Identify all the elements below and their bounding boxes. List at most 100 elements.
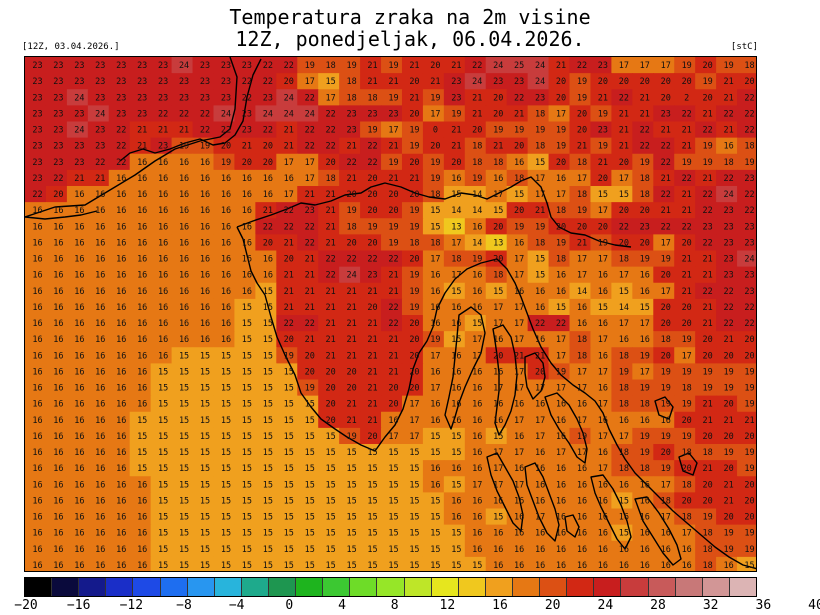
temperature-cell bbox=[192, 73, 215, 90]
temperature-cell bbox=[45, 186, 68, 203]
temperature-value-label: 16 bbox=[200, 287, 210, 297]
temperature-value-label: 18 bbox=[703, 448, 713, 458]
temperature-value-label: 22 bbox=[367, 142, 377, 152]
temperature-value-label: 18 bbox=[640, 464, 650, 474]
temperature-cell bbox=[318, 492, 340, 510]
temperature-cell bbox=[255, 234, 277, 252]
temperature-value-label: 16 bbox=[556, 432, 566, 442]
temperature-value-label: 15 bbox=[619, 529, 629, 539]
temperature-cell bbox=[360, 153, 382, 171]
temperature-value-label: 18 bbox=[619, 351, 629, 361]
temperature-value-label: 15 bbox=[326, 545, 336, 555]
temperature-cell bbox=[45, 363, 68, 381]
temperature-cell bbox=[25, 492, 47, 510]
temperature-cell bbox=[171, 347, 194, 364]
temperature-value-label: 16 bbox=[32, 367, 42, 377]
temperature-value-label: 15 bbox=[388, 561, 398, 571]
temperature-cell bbox=[213, 315, 236, 332]
temperature-value-label: 24 bbox=[305, 109, 315, 119]
temperature-value-label: 21 bbox=[514, 351, 524, 361]
temperature-value-label: 20 bbox=[221, 142, 231, 152]
temperature-value-label: 15 bbox=[284, 513, 294, 523]
temperature-cell bbox=[213, 234, 236, 252]
temperature-cell bbox=[129, 121, 152, 139]
temperature-cell bbox=[45, 460, 68, 477]
temperature-value-label: 22 bbox=[744, 126, 754, 136]
temperature-value-label: 20 bbox=[703, 480, 713, 490]
temperature-cell bbox=[443, 379, 466, 397]
temperature-value-label: 24 bbox=[744, 255, 754, 265]
temperature-value-label: 21 bbox=[723, 480, 733, 490]
temperature-cell bbox=[674, 331, 696, 348]
temperature-value-label: 15 bbox=[221, 448, 231, 458]
temperature-value-label: 19 bbox=[703, 384, 713, 394]
temperature-cell bbox=[108, 331, 131, 348]
temperature-cell bbox=[401, 331, 424, 348]
temperature-cell bbox=[716, 121, 738, 139]
temperature-value-label: 16 bbox=[472, 384, 482, 394]
temperature-cell bbox=[25, 73, 47, 90]
temperature-value-label: 16 bbox=[556, 271, 566, 281]
temperature-value-label: 16 bbox=[661, 561, 671, 571]
temperature-value-label: 17 bbox=[493, 448, 503, 458]
temperature-value-label: 16 bbox=[242, 255, 252, 265]
temperature-cell bbox=[360, 476, 382, 493]
temperature-value-label: 22 bbox=[326, 109, 336, 119]
temperature-value-label: 17 bbox=[577, 384, 587, 394]
temperature-cell bbox=[25, 315, 47, 332]
temperature-value-label: 19 bbox=[619, 367, 629, 377]
temperature-value-label: 15 bbox=[263, 416, 273, 426]
color-scale-tick-label: −20 bbox=[14, 598, 38, 613]
temperature-cell bbox=[192, 395, 215, 413]
temperature-cell bbox=[422, 298, 445, 316]
temperature-value-label: 22 bbox=[367, 255, 377, 265]
temperature-value-label: 23 bbox=[179, 93, 189, 103]
temperature-value-label: 23 bbox=[744, 287, 754, 297]
temperature-value-label: 23 bbox=[263, 93, 273, 103]
temperature-cell bbox=[381, 105, 403, 123]
temperature-cell bbox=[464, 57, 487, 74]
temperature-value-label: 17 bbox=[284, 158, 294, 168]
temperature-cell bbox=[527, 137, 550, 155]
temperature-cell bbox=[653, 234, 675, 252]
temperature-cell bbox=[108, 121, 131, 139]
temperature-cell bbox=[485, 444, 508, 461]
temperature-value-label: 16 bbox=[535, 480, 545, 490]
temperature-cell bbox=[506, 137, 529, 155]
temperature-cell bbox=[737, 186, 756, 203]
temperature-cell bbox=[108, 57, 131, 74]
temperature-value-label: 17 bbox=[305, 77, 315, 87]
temperature-cell bbox=[45, 476, 68, 493]
temperature-cell bbox=[674, 218, 696, 235]
temperature-value-label: 15 bbox=[326, 448, 336, 458]
temperature-value-label: 19 bbox=[577, 93, 587, 103]
temperature-cell bbox=[632, 427, 654, 445]
temperature-cell bbox=[632, 202, 654, 219]
temperature-value-label: 16 bbox=[74, 351, 84, 361]
temperature-cell bbox=[422, 427, 445, 445]
temperature-cell bbox=[464, 460, 487, 477]
temperature-value-label: 16 bbox=[619, 416, 629, 426]
temperature-cell bbox=[422, 524, 445, 542]
temperature-cell bbox=[45, 347, 68, 364]
temperature-cell bbox=[108, 105, 131, 123]
temperature-cell bbox=[381, 379, 403, 397]
temperature-cell bbox=[255, 57, 277, 74]
temperature-value-label: 17 bbox=[598, 367, 608, 377]
temperature-value-label: 21 bbox=[263, 206, 273, 216]
temperature-value-label: 15 bbox=[598, 190, 608, 200]
temperature-value-label: 21 bbox=[744, 416, 754, 426]
temperature-cell bbox=[674, 202, 696, 219]
temperature-value-label: 16 bbox=[95, 384, 105, 394]
temperature-value-label: 16 bbox=[451, 400, 461, 410]
temperature-value-label: 19 bbox=[723, 529, 733, 539]
temperature-cell bbox=[716, 137, 738, 155]
temperature-cell bbox=[401, 202, 424, 219]
color-scale-segment bbox=[241, 578, 269, 596]
temperature-cell bbox=[297, 282, 319, 300]
temperature-cell bbox=[255, 331, 277, 348]
temperature-value-label: 15 bbox=[200, 480, 210, 490]
temperature-cell bbox=[737, 218, 756, 235]
temperature-value-label: 16 bbox=[53, 400, 63, 410]
temperature-value-label: 17 bbox=[661, 480, 671, 490]
